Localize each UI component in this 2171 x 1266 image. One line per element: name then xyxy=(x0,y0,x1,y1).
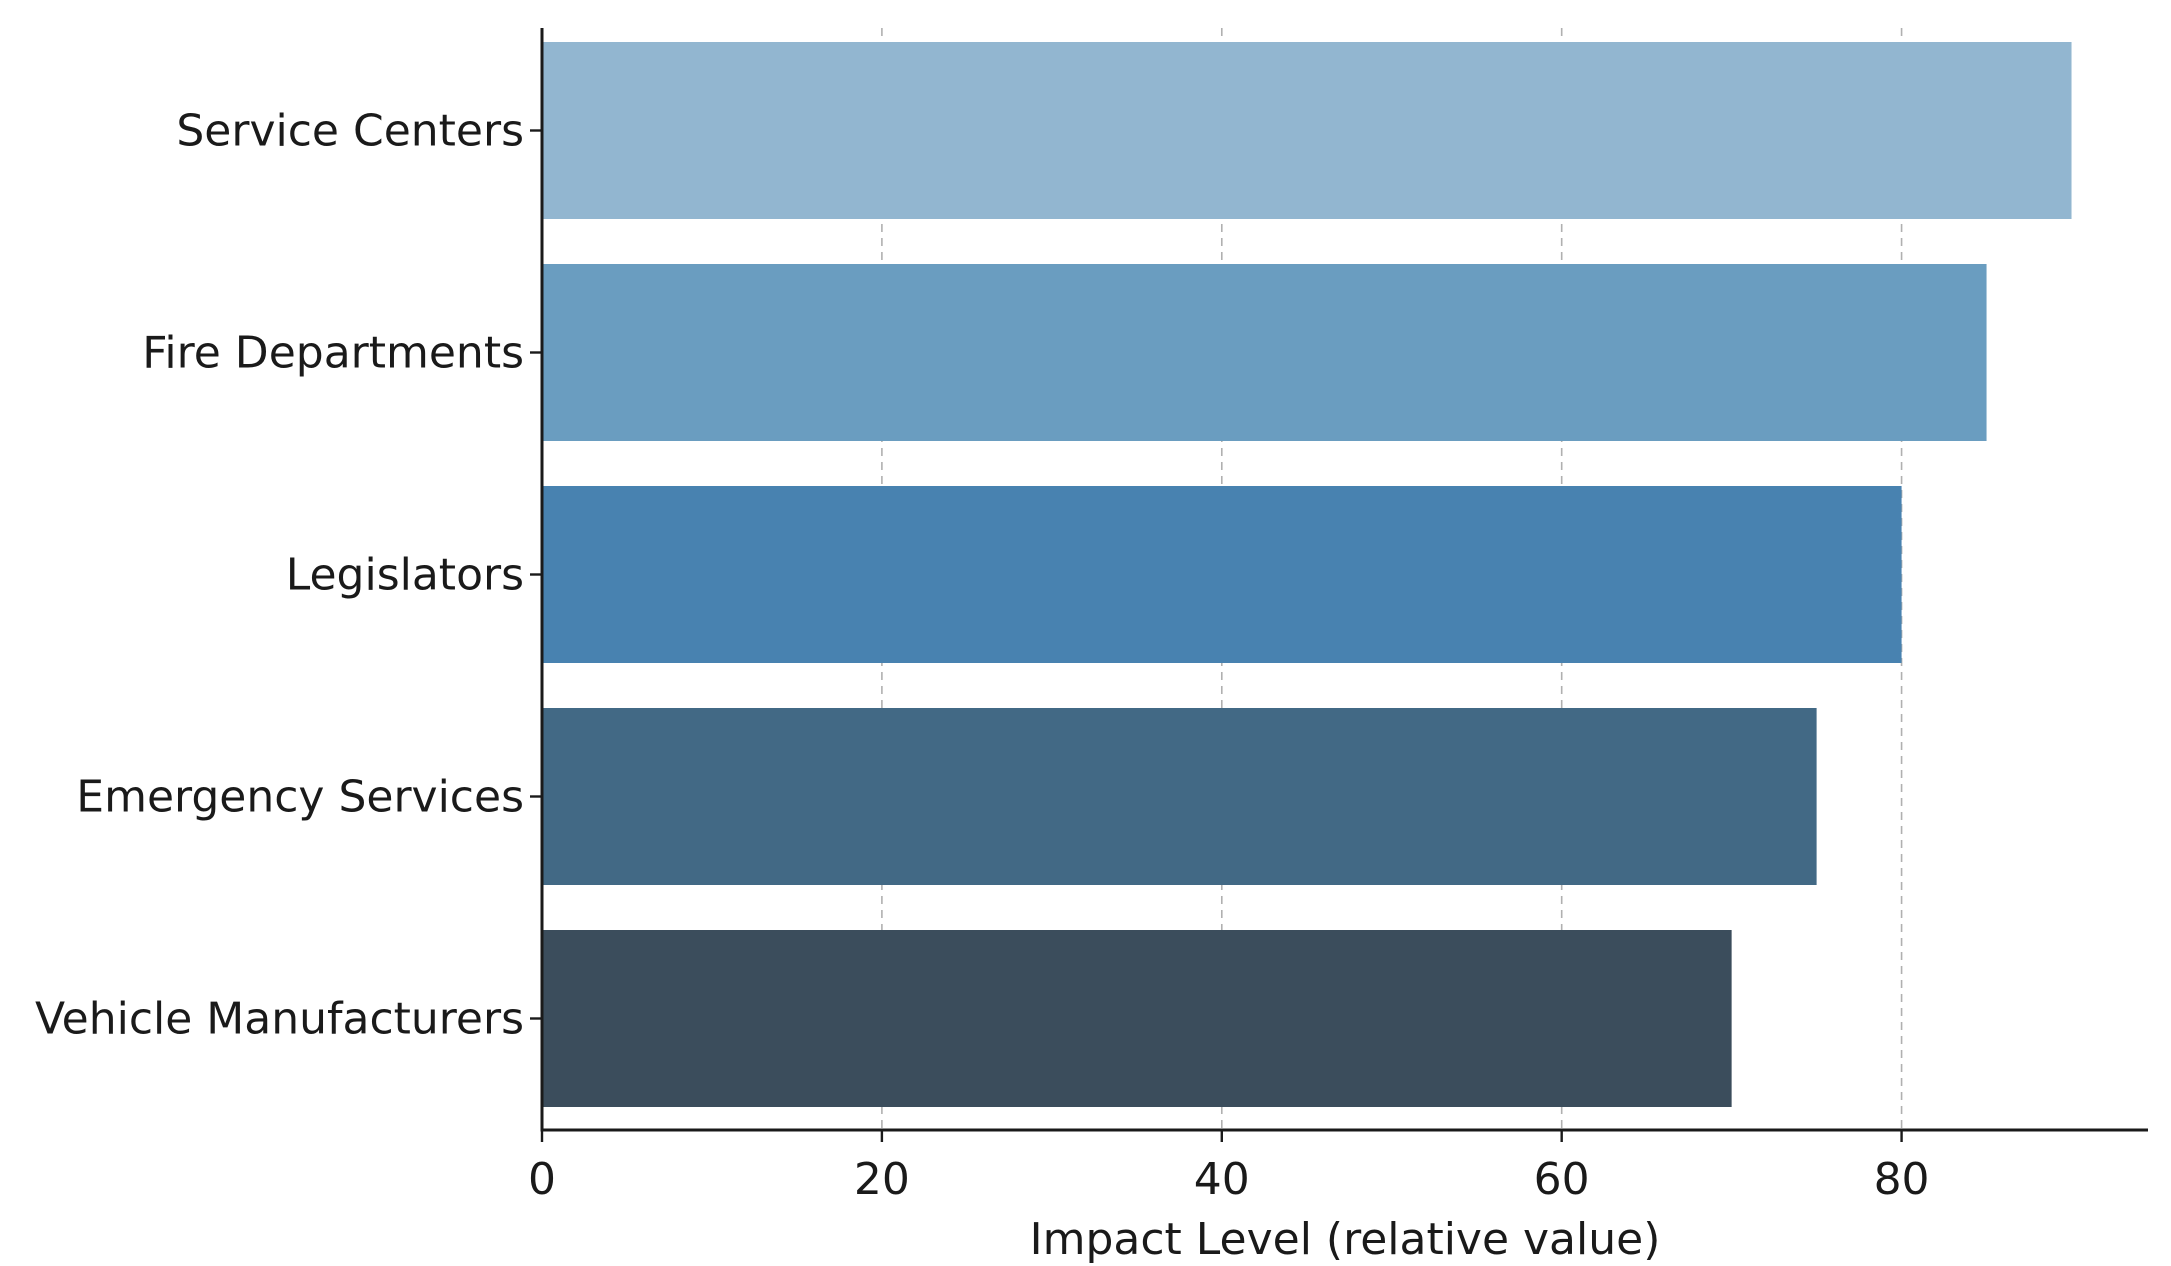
bar-service-centers xyxy=(542,42,2072,219)
y-tick-label-emergency-services: Emergency Services xyxy=(76,772,524,823)
bar-emergency-services xyxy=(542,708,1817,885)
x-tick-layer: 0 20 40 60 80 xyxy=(528,1130,1930,1205)
x-tick-label-1: 20 xyxy=(854,1154,910,1205)
x-tick-label-0: 0 xyxy=(528,1154,556,1205)
y-tick-label-legislators: Legislators xyxy=(286,550,524,601)
y-tick-layer: Service Centers Fire Departments Legislato… xyxy=(35,106,542,1045)
x-axis-title: Impact Level (relative value) xyxy=(1030,1214,1661,1265)
y-tick-label-fire-departments: Fire Departments xyxy=(142,328,524,379)
bar-legislators xyxy=(542,486,1902,663)
x-tick-label-3: 60 xyxy=(1534,1154,1590,1205)
bar-layer xyxy=(542,42,2072,1107)
bar-vehicle-manufacturers xyxy=(542,930,1732,1107)
y-tick-label-vehicle-manufacturers: Vehicle Manufacturers xyxy=(35,994,524,1045)
axis-layer xyxy=(540,28,2148,1132)
y-tick-label-service-centers: Service Centers xyxy=(176,106,524,157)
x-tick-label-2: 40 xyxy=(1194,1154,1250,1205)
x-tick-label-4: 80 xyxy=(1874,1154,1930,1205)
bar-fire-departments xyxy=(542,264,1987,441)
